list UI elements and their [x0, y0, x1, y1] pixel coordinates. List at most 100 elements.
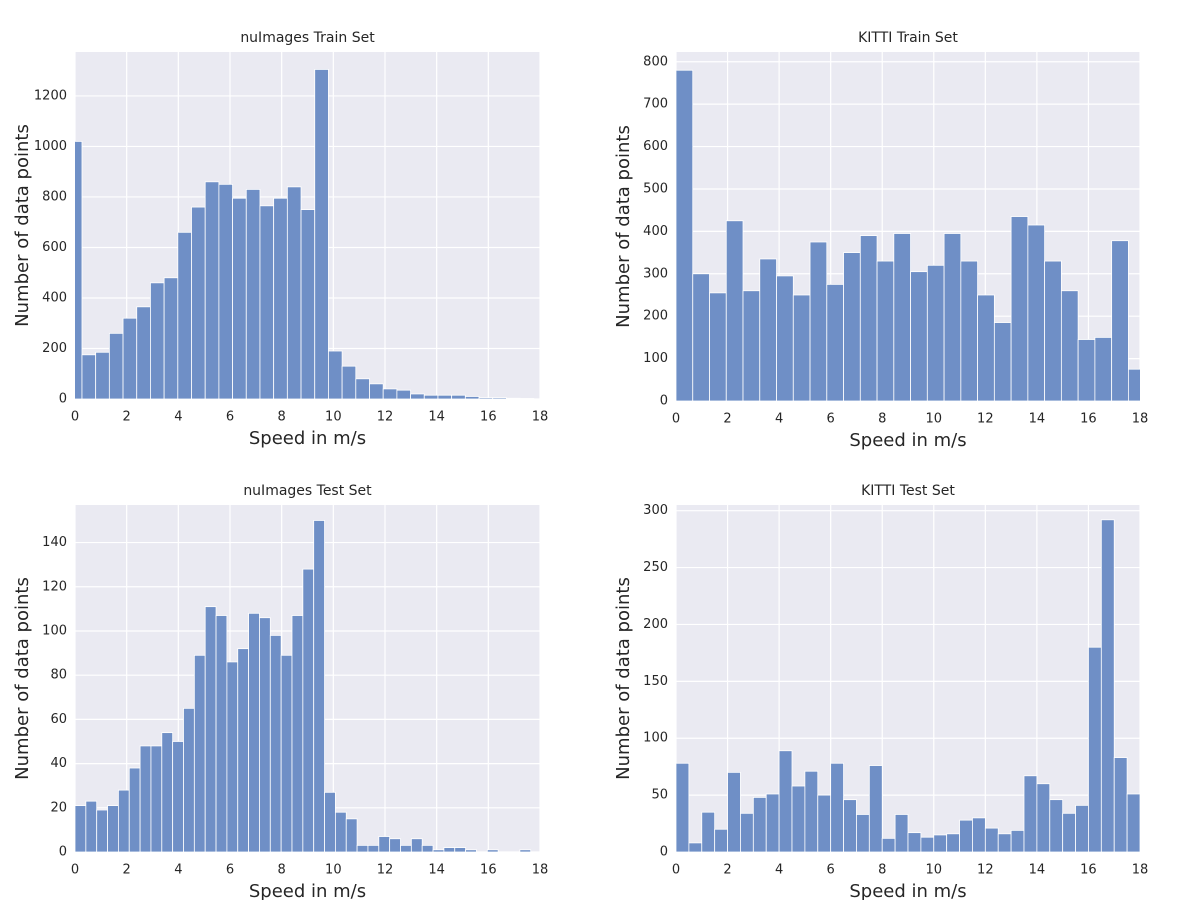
bar: [972, 817, 986, 852]
chart-title: nuImages Test Set: [243, 483, 372, 499]
x-tick-label: 18: [1132, 863, 1149, 878]
y-tick-label: 600: [643, 139, 668, 154]
x-tick-label: 8: [878, 863, 886, 878]
x-tick-label: 14: [1029, 412, 1046, 427]
bar: [95, 351, 110, 399]
bar: [692, 273, 710, 401]
bar: [920, 836, 935, 852]
y-tick-label: 400: [643, 224, 668, 239]
bar: [400, 844, 412, 852]
bar: [701, 811, 716, 852]
y-tick-label: 100: [42, 623, 67, 638]
bar: [778, 750, 793, 852]
bar: [465, 849, 477, 852]
bar: [218, 183, 233, 399]
bar: [334, 811, 347, 852]
bar: [341, 365, 357, 399]
bar: [437, 394, 453, 399]
bar: [868, 765, 883, 852]
bar: [382, 388, 398, 399]
bar: [237, 648, 249, 852]
x-tick-label: 16: [480, 863, 497, 878]
bar: [302, 568, 315, 852]
bar: [1060, 290, 1079, 401]
bar: [843, 252, 861, 401]
y-tick-label: 600: [42, 240, 67, 255]
bar: [791, 785, 806, 852]
bar: [423, 394, 439, 399]
chart-title: KITTI Test Set: [861, 483, 955, 499]
bar: [107, 805, 119, 852]
bar: [355, 378, 370, 399]
bar: [378, 836, 391, 852]
y-tick-label: 140: [42, 535, 67, 550]
bar: [75, 805, 87, 852]
bar: [313, 520, 325, 852]
y-tick-label: 200: [643, 617, 668, 632]
y-tick-label: 120: [42, 579, 67, 594]
plot-area: [676, 505, 1140, 852]
subplot: 0 2 4 6 8 10 12 14 16 18 0 20 40 60 80 100 120 140 nuImage…: [12, 483, 548, 900]
bar: [432, 849, 445, 852]
bar: [443, 847, 456, 852]
bar: [245, 188, 261, 399]
x-tick-label: 6: [827, 412, 835, 427]
subplot: 0 2 4 6 8 10 12 14 16 18 0 200 400 600 800 1000 1200 nuIm…: [12, 30, 548, 449]
bar: [519, 398, 535, 399]
bar: [1100, 519, 1115, 852]
bar: [1049, 799, 1064, 852]
y-tick-label: 800: [42, 189, 67, 204]
bar: [464, 396, 480, 399]
y-tick-label: 0: [660, 845, 668, 860]
bar: [809, 241, 828, 401]
bar: [876, 260, 895, 401]
bar: [389, 838, 401, 852]
subplot: 0 2 4 6 8 10 12 14 16 18 0 100 200 300 400 500 600 700 800…: [613, 30, 1148, 451]
y-tick-label: 40: [50, 756, 67, 771]
bar: [314, 69, 329, 399]
y-axis-label: Number of data points: [12, 124, 33, 327]
bar: [1094, 336, 1113, 401]
bar: [328, 350, 343, 399]
bar: [161, 732, 174, 852]
bar: [226, 661, 239, 852]
chart-title: KITTI Train Set: [858, 30, 958, 46]
bar: [204, 181, 220, 399]
x-tick-label: 8: [278, 863, 286, 878]
x-tick-label: 6: [226, 410, 234, 425]
bar: [676, 762, 690, 852]
bar: [804, 770, 819, 852]
x-tick-label: 4: [775, 863, 783, 878]
bar: [709, 292, 727, 401]
x-tick-label: 18: [532, 863, 549, 878]
bar: [150, 745, 163, 852]
y-axis-label: Number of data points: [12, 577, 33, 780]
x-tick-label: 16: [1080, 863, 1097, 878]
y-tick-label: 0: [59, 845, 67, 860]
bar: [943, 233, 962, 401]
x-tick-label: 6: [827, 863, 835, 878]
y-tick-label: 200: [643, 309, 668, 324]
bar: [136, 306, 151, 399]
y-tick-label: 500: [643, 181, 668, 196]
x-tick-label: 8: [278, 410, 286, 425]
bar: [826, 283, 844, 401]
bar: [1113, 757, 1128, 852]
bar: [977, 294, 995, 401]
bar: [859, 235, 878, 401]
bar: [85, 800, 98, 852]
x-axis-label: Speed in m/s: [249, 428, 366, 449]
bar: [118, 789, 130, 852]
bar: [232, 197, 247, 399]
x-tick-label: 2: [723, 412, 731, 427]
bar: [817, 794, 832, 852]
x-tick-label: 10: [325, 410, 342, 425]
bar: [676, 69, 694, 401]
bar: [1010, 216, 1029, 401]
bar: [273, 197, 288, 399]
bar: [163, 277, 179, 399]
x-tick-label: 14: [428, 410, 445, 425]
bar: [75, 141, 83, 399]
bar: [1036, 783, 1051, 852]
bar: [1128, 368, 1140, 401]
